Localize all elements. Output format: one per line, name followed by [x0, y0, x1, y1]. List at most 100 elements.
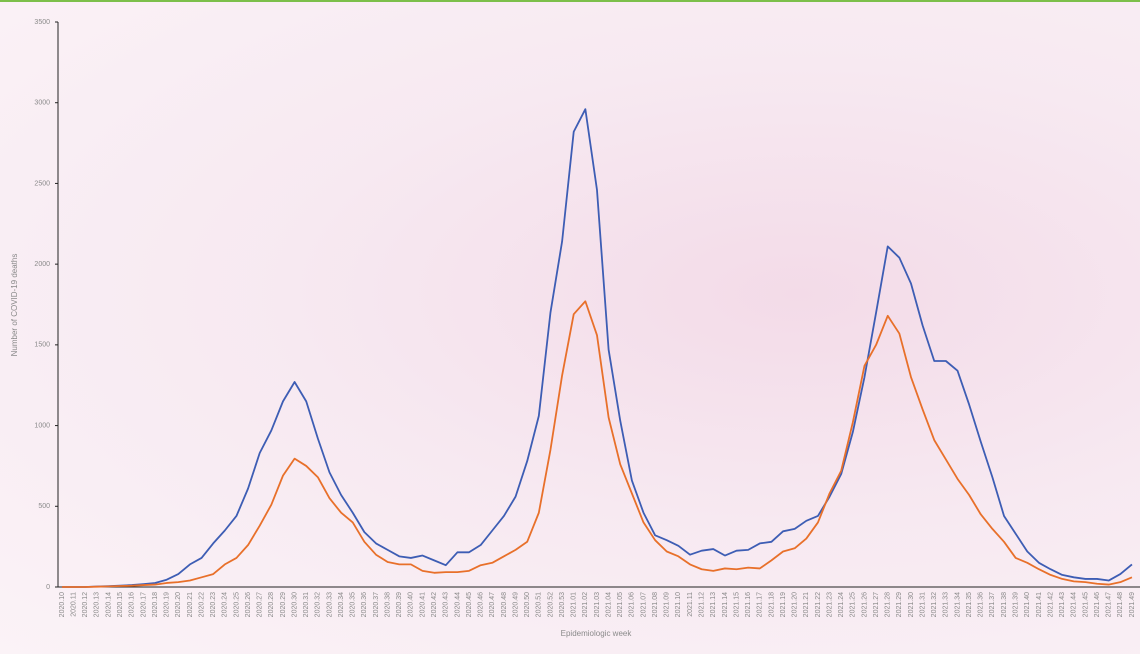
y-tick-label: 3500: [34, 19, 50, 26]
x-tick-label: 2021.18: [768, 592, 775, 617]
x-tick-label: 2020.51: [536, 592, 543, 617]
x-tick-label: 2021.38: [1001, 592, 1008, 617]
x-tick-label: 2021.13: [710, 592, 717, 617]
y-tick-label: 1000: [34, 422, 50, 429]
x-tick-label: 2021.28: [885, 592, 892, 617]
x-tick-label: 2020.50: [524, 592, 531, 617]
x-tick-label: 2021.02: [582, 592, 589, 617]
x-tick-label: 2021.14: [722, 592, 729, 617]
x-tick-label: 2020.26: [245, 592, 252, 617]
series-line: [62, 108, 1133, 588]
x-tick-label: 2020.44: [454, 592, 461, 617]
x-tick-label: 2020.23: [210, 592, 217, 617]
y-tick-label: 2000: [34, 261, 50, 268]
x-tick-label: 2020.32: [315, 592, 322, 617]
x-tick-label: 2020.10: [59, 592, 66, 617]
x-tick-label: 2021.34: [954, 592, 961, 617]
x-tick-label: 2020.30: [291, 592, 298, 617]
x-tick-label: 2020.20: [175, 592, 182, 617]
x-tick-label: 2021.39: [1013, 592, 1020, 617]
x-tick-label: 2021.19: [780, 592, 787, 617]
x-tick-label: 2021.37: [989, 592, 996, 617]
x-tick-label: 2020.45: [466, 592, 473, 617]
x-tick-label: 2021.20: [792, 592, 799, 617]
x-tick-label: 2021.43: [1059, 592, 1066, 617]
x-tick-label: 2021.33: [943, 592, 950, 617]
x-tick-label: 2020.53: [559, 592, 566, 617]
x-tick-label: 2020.27: [257, 592, 264, 617]
x-tick-label: 2021.07: [640, 592, 647, 617]
x-tick-label: 2020.18: [152, 592, 159, 617]
x-tick-label: 2021.23: [826, 592, 833, 617]
x-tick-label: 2021.41: [1036, 592, 1043, 617]
x-tick-label: 2021.05: [617, 592, 624, 617]
y-tick-label: 2500: [34, 180, 50, 187]
series-line: [62, 300, 1133, 588]
x-tick-label: 2021.15: [733, 592, 740, 617]
x-tick-label: 2021.04: [605, 592, 612, 617]
x-tick-label: 2020.16: [129, 592, 136, 617]
x-tick-label: 2020.15: [117, 592, 124, 617]
x-tick-label: 2021.26: [861, 592, 868, 617]
x-tick-label: 2021.42: [1047, 592, 1054, 617]
x-tick-label: 2021.21: [803, 592, 810, 617]
x-tick-label: 2021.03: [594, 592, 601, 617]
x-tick-label: 2020.36: [361, 592, 368, 617]
x-tick-label: 2020.28: [268, 592, 275, 617]
x-tick-label: 2020.33: [326, 592, 333, 617]
x-tick-label: 2021.22: [815, 592, 822, 617]
x-tick-label: 2021.35: [966, 592, 973, 617]
x-tick-label: 2020.39: [396, 592, 403, 617]
y-tick-label: 1500: [34, 342, 50, 349]
x-tick-label: 2020.14: [105, 592, 112, 617]
x-tick-label: 2020.12: [82, 592, 89, 617]
x-tick-label: 2020.21: [187, 592, 194, 617]
x-tick-label: 2020.49: [512, 592, 519, 617]
x-tick-label: 2020.11: [70, 592, 77, 617]
x-tick-label: 2021.10: [675, 592, 682, 617]
x-tick-label: 2020.47: [489, 592, 496, 617]
x-tick-label: 2021.09: [664, 592, 671, 617]
x-tick-label: 2020.35: [350, 592, 357, 617]
y-tick-label: 500: [38, 503, 50, 510]
x-tick-label: 2021.49: [1129, 592, 1136, 617]
x-tick-label: 2020.34: [338, 592, 345, 617]
x-tick-label: 2020.48: [501, 592, 508, 617]
top-border: [0, 0, 1140, 2]
x-tick-label: 2020.31: [303, 592, 310, 617]
x-tick-label: 2021.24: [838, 592, 845, 617]
x-tick-label: 2020.22: [198, 592, 205, 617]
x-tick-label: 2021.29: [896, 592, 903, 617]
x-tick-label: 2020.19: [164, 592, 171, 617]
x-tick-label: 2021.08: [652, 592, 659, 617]
x-tick-label: 2020.13: [94, 592, 101, 617]
x-tick-label: 2021.01: [571, 592, 578, 617]
x-tick-label: 2021.11: [687, 592, 694, 617]
x-tick-label: 2020.46: [478, 592, 485, 617]
y-axis-title: Number of COVID-19 deaths: [10, 254, 19, 357]
x-tick-label: 2021.27: [873, 592, 880, 617]
x-tick-label: 2021.25: [850, 592, 857, 617]
x-tick-label: 2021.16: [745, 592, 752, 617]
x-tick-label: 2020.40: [408, 592, 415, 617]
x-tick-label: 2021.31: [919, 592, 926, 617]
x-tick-label: 2021.17: [757, 592, 764, 617]
y-tick-label: 0: [46, 584, 50, 591]
x-tick-label: 2021.32: [931, 592, 938, 617]
x-tick-label: 2020.52: [547, 592, 554, 617]
x-tick-label: 2021.48: [1117, 592, 1124, 617]
x-tick-label: 2021.30: [908, 592, 915, 617]
x-tick-label: 2020.43: [443, 592, 450, 617]
y-tick-label: 3000: [34, 100, 50, 107]
x-tick-label: 2020.29: [280, 592, 287, 617]
x-tick-label: 2020.24: [222, 592, 229, 617]
x-axis-title: Epidemiologic week: [561, 629, 633, 638]
x-tick-label: 2021.47: [1106, 592, 1113, 617]
x-tick-label: 2020.42: [431, 592, 438, 617]
x-tick-label: 2020.17: [140, 592, 147, 617]
x-tick-label: 2021.45: [1082, 592, 1089, 617]
x-tick-label: 2021.06: [629, 592, 636, 617]
x-tick-label: 2021.12: [698, 592, 705, 617]
